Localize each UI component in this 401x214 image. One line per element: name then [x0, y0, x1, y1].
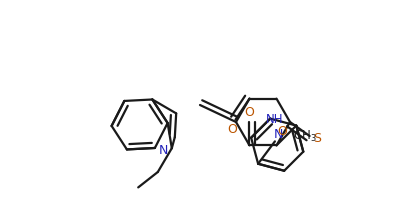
- Text: O: O: [227, 123, 237, 136]
- Text: N: N: [273, 128, 282, 141]
- Text: CH$_3$: CH$_3$: [292, 129, 316, 144]
- Text: O: O: [276, 125, 286, 138]
- Text: S: S: [313, 131, 321, 144]
- Text: N: N: [158, 144, 167, 157]
- Text: O: O: [244, 106, 254, 119]
- Text: NH: NH: [265, 113, 283, 126]
